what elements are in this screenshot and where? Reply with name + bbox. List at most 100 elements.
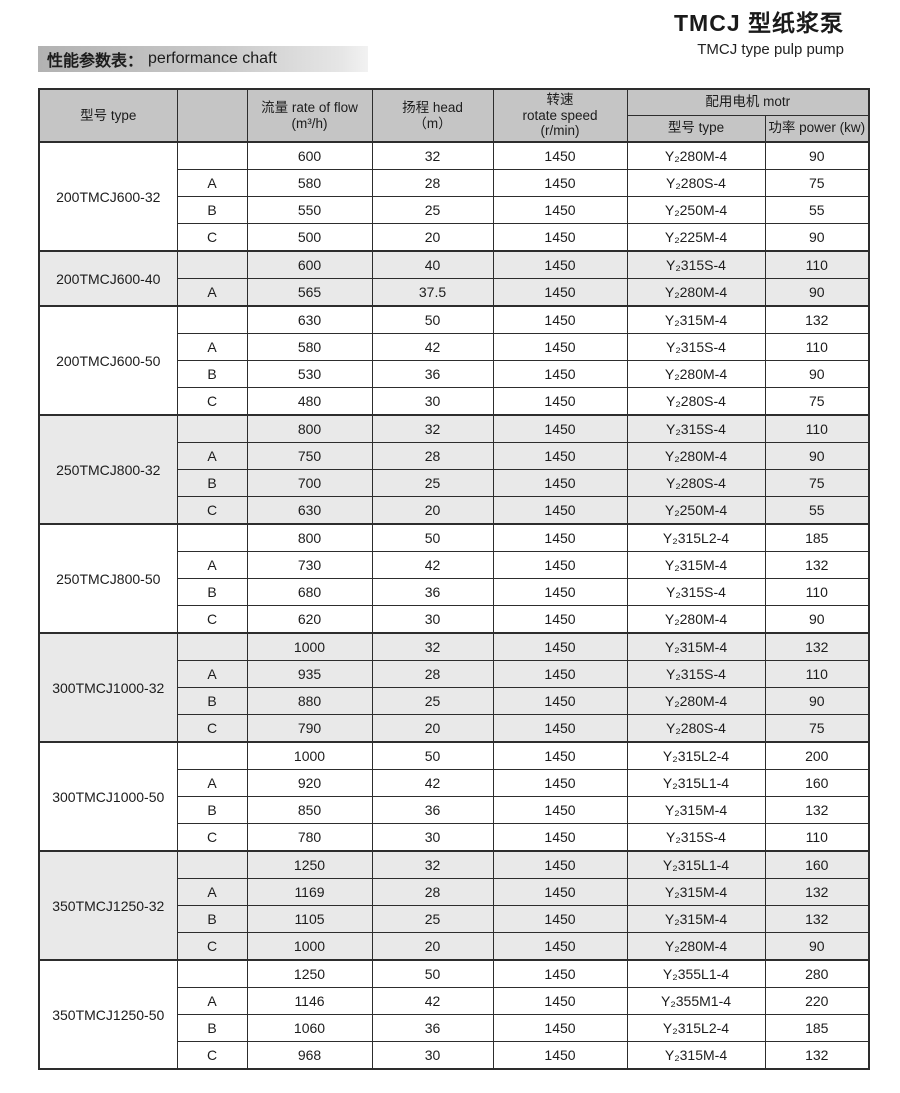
motor-cell: Y₂280S-4 — [626, 469, 766, 497]
motor-cell: Y₂315S-4 — [626, 250, 766, 279]
motor-cell: Y₂280S-4 — [626, 169, 766, 197]
flow-cell: 580 — [246, 169, 373, 197]
head-cell: 32 — [371, 850, 494, 879]
table-row: 300TMCJ1000-50 1000 50 1450 Y₂315L2-4 200 — [38, 741, 870, 852]
table-row: 250TMCJ800-50 800 50 1450 Y₂315L2-4 185 — [38, 523, 870, 634]
flow-cell: 880 — [246, 687, 373, 715]
speed-cell: 1450 — [492, 250, 628, 279]
variant-cell: B — [176, 1014, 248, 1042]
flow-cell: 700 — [246, 469, 373, 497]
flow-cell: 1146 — [246, 987, 373, 1015]
header-line: 转速 — [546, 91, 574, 107]
table-row: A 1169 28 1450 Y₂315M-4 132 — [39, 878, 870, 906]
power-cell: 185 — [764, 1014, 870, 1042]
head-cell: 42 — [371, 769, 494, 797]
head-cell: 50 — [371, 741, 494, 770]
table-row: B 680 36 1450 Y₂315S-4 110 — [39, 578, 870, 606]
table-row: B 850 36 1450 Y₂315M-4 132 — [39, 796, 870, 824]
power-cell: 110 — [764, 660, 870, 688]
head-cell: 28 — [371, 878, 494, 906]
motor-cell: Y₂250M-4 — [626, 496, 766, 525]
model-cell: 350TMCJ1250-50 — [38, 959, 178, 1070]
head-cell: 25 — [371, 905, 494, 933]
variant-cell: C — [176, 387, 248, 416]
head-cell: 42 — [371, 333, 494, 361]
power-cell: 90 — [764, 932, 870, 961]
motor-cell: Y₂250M-4 — [626, 196, 766, 224]
page-title: TMCJ 型纸浆泵 — [674, 10, 844, 36]
head-cell: 20 — [371, 932, 494, 961]
power-cell: 110 — [764, 578, 870, 606]
table-row: A 580 42 1450 Y₂315S-4 110 — [39, 333, 870, 361]
variant-cell: B — [176, 905, 248, 933]
speed-cell: 1450 — [492, 660, 628, 688]
table-row: 350TMCJ1250-50 1250 50 1450 Y₂355L1-4 280 — [38, 959, 870, 1070]
motor-cell: Y₂280S-4 — [626, 387, 766, 416]
motor-cell: Y₂315M-4 — [626, 1041, 766, 1070]
table-row: B 1105 25 1450 Y₂315M-4 132 — [39, 905, 870, 933]
power-cell: 75 — [764, 469, 870, 497]
head-cell: 25 — [371, 196, 494, 224]
speed-cell: 1450 — [492, 278, 628, 307]
header-line: (r/min) — [540, 123, 580, 139]
variant-cell: A — [176, 987, 248, 1015]
power-cell: 110 — [764, 414, 870, 443]
motor-cell: Y₂315M-4 — [626, 878, 766, 906]
flow-cell: 920 — [246, 769, 373, 797]
head-cell: 37.5 — [371, 278, 494, 307]
section-header-bar: 性能参数表： performance chaft — [38, 46, 368, 72]
power-cell: 90 — [764, 223, 870, 252]
motor-cell: Y₂315L2-4 — [626, 523, 766, 552]
section-label-en: performance chaft — [148, 50, 277, 67]
table-row: A 1146 42 1450 Y₂355M1-4 220 — [39, 987, 870, 1015]
power-cell: 75 — [764, 714, 870, 743]
model-cell: 200TMCJ600-50 — [38, 305, 178, 416]
model-cell: 350TMCJ1250-32 — [38, 850, 178, 961]
table-row: 200TMCJ600-40 600 40 1450 Y₂315S-4 110 — [38, 250, 870, 307]
speed-cell: 1450 — [492, 141, 628, 170]
speed-cell: 1450 — [492, 1041, 628, 1070]
head-cell: 28 — [371, 442, 494, 470]
power-cell: 220 — [764, 987, 870, 1015]
motor-cell: Y₂280M-4 — [626, 687, 766, 715]
speed-cell: 1450 — [492, 305, 628, 334]
power-cell: 132 — [764, 796, 870, 824]
speed-cell: 1450 — [492, 414, 628, 443]
speed-cell: 1450 — [492, 741, 628, 770]
power-cell: 90 — [764, 605, 870, 634]
motor-cell: Y₂315L1-4 — [626, 850, 766, 879]
table-row: A 730 42 1450 Y₂315M-4 132 — [39, 551, 870, 579]
speed-cell: 1450 — [492, 959, 628, 988]
variant-cell — [176, 959, 248, 988]
table-row: A 580 28 1450 Y₂280S-4 75 — [39, 169, 870, 197]
variant-cell: C — [176, 1041, 248, 1070]
power-cell: 55 — [764, 196, 870, 224]
performance-table: 型号 type 流量 rate of flow (m³/h) 扬程 head （… — [38, 88, 871, 1070]
power-cell: 110 — [764, 823, 870, 852]
motor-cell: Y₂315M-4 — [626, 796, 766, 824]
flow-cell: 550 — [246, 196, 373, 224]
motor-cell: Y₂280M-4 — [626, 360, 766, 388]
head-cell: 28 — [371, 660, 494, 688]
col-header-motor-model: 型号 type — [626, 114, 766, 143]
motor-cell: Y₂225M-4 — [626, 223, 766, 252]
speed-cell: 1450 — [492, 442, 628, 470]
head-cell: 50 — [371, 305, 494, 334]
title-block: TMCJ 型纸浆泵 TMCJ type pulp pump — [674, 4, 844, 58]
power-cell: 55 — [764, 496, 870, 525]
motor-cell: Y₂315M-4 — [626, 905, 766, 933]
power-cell: 200 — [764, 741, 870, 770]
head-cell: 25 — [371, 687, 494, 715]
power-cell: 132 — [764, 1041, 870, 1070]
variant-cell: A — [176, 660, 248, 688]
motor-cell: Y₂315S-4 — [626, 414, 766, 443]
power-cell: 160 — [764, 850, 870, 879]
motor-cell: Y₂355L1-4 — [626, 959, 766, 988]
speed-cell: 1450 — [492, 169, 628, 197]
power-cell: 75 — [764, 169, 870, 197]
variant-cell: B — [176, 687, 248, 715]
model-cell: 200TMCJ600-32 — [38, 141, 178, 252]
variant-cell: A — [176, 878, 248, 906]
table-row: C 500 20 1450 Y₂225M-4 90 — [39, 223, 870, 252]
speed-cell: 1450 — [492, 987, 628, 1015]
